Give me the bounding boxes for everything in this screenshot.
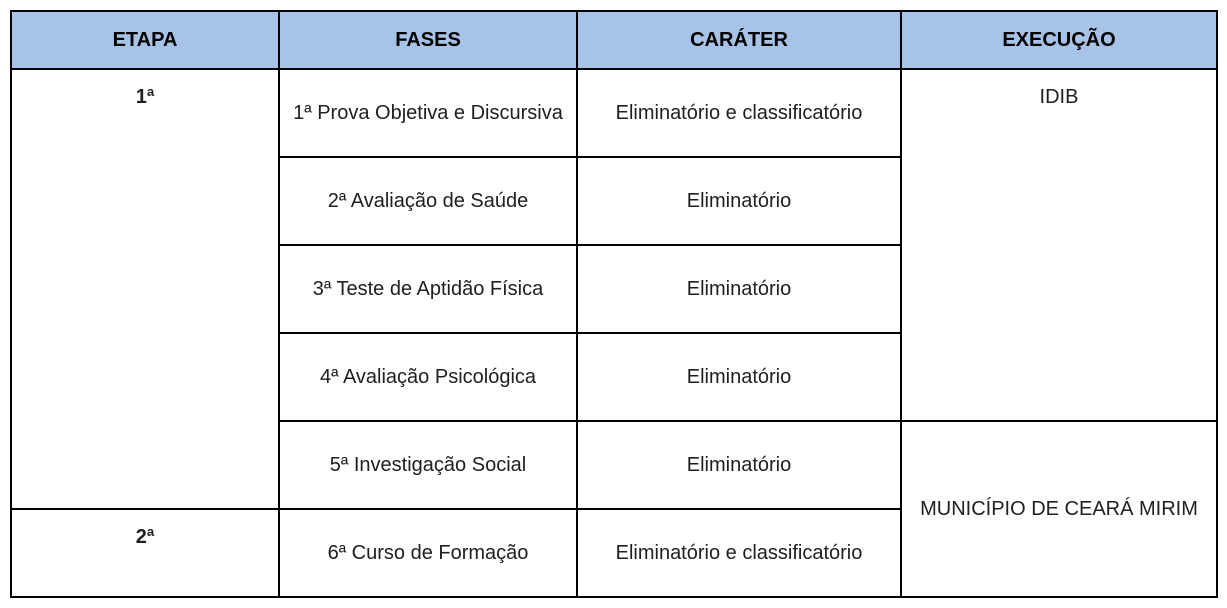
cell-execucao-idib: IDIB: [901, 69, 1217, 421]
cell-carater-5: Eliminatório: [577, 421, 901, 509]
cell-fase-1: 1ª Prova Objetiva e Discursiva: [279, 69, 577, 157]
cell-fase-3: 3ª Teste de Aptidão Física: [279, 245, 577, 333]
process-stages-table: ETAPA FASES CARÁTER EXECUÇÃO 1ª 1ª Prova…: [10, 10, 1218, 598]
cell-etapa-1: 1ª: [11, 69, 279, 509]
cell-fase-6: 6ª Curso de Formação: [279, 509, 577, 597]
col-header-etapa: ETAPA: [11, 11, 279, 69]
cell-carater-3: Eliminatório: [577, 245, 901, 333]
cell-execucao-municipio: MUNICÍPIO DE CEARÁ MIRIM: [901, 421, 1217, 597]
col-header-execucao: EXECUÇÃO: [901, 11, 1217, 69]
col-header-carater: CARÁTER: [577, 11, 901, 69]
cell-carater-2: Eliminatório: [577, 157, 901, 245]
table-header-row: ETAPA FASES CARÁTER EXECUÇÃO: [11, 11, 1217, 69]
cell-fase-4: 4ª Avaliação Psicológica: [279, 333, 577, 421]
cell-fase-5: 5ª Investigação Social: [279, 421, 577, 509]
table-row: 1ª 1ª Prova Objetiva e Discursiva Elimin…: [11, 69, 1217, 157]
cell-carater-4: Eliminatório: [577, 333, 901, 421]
cell-etapa-2: 2ª: [11, 509, 279, 597]
cell-carater-6: Eliminatório e classificatório: [577, 509, 901, 597]
col-header-fases: FASES: [279, 11, 577, 69]
cell-carater-1: Eliminatório e classificatório: [577, 69, 901, 157]
cell-fase-2: 2ª Avaliação de Saúde: [279, 157, 577, 245]
